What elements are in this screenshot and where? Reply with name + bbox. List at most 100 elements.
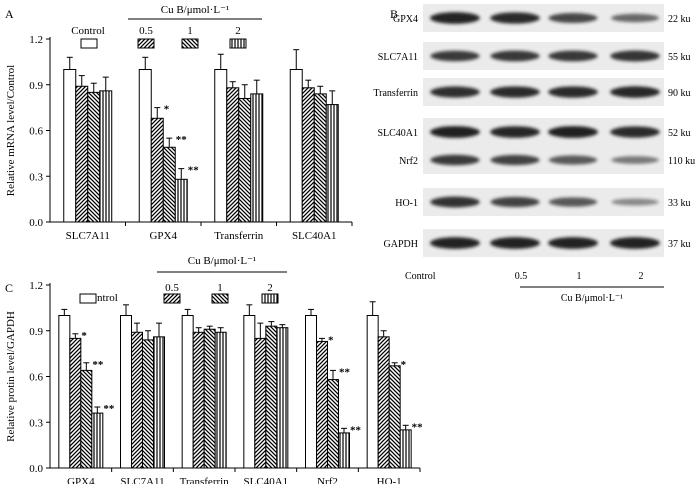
significance-marker: ** <box>339 366 351 378</box>
panel-label-b: B <box>390 7 398 21</box>
bar <box>131 331 143 469</box>
blot-band <box>430 86 480 98</box>
x-tick-label: SLC7A11 <box>120 476 164 484</box>
blot-size-label: 33 ku <box>668 198 691 209</box>
y-tick-label: 0.9 <box>29 80 43 92</box>
bar <box>174 178 188 223</box>
blot-size-label: 52 ku <box>668 128 691 139</box>
y-tick-label: 1.2 <box>29 34 43 46</box>
bar <box>399 429 412 469</box>
x-tick-label: GPX4 <box>149 230 177 242</box>
bar <box>75 85 89 223</box>
blot-band <box>430 196 480 208</box>
blot-band <box>548 197 598 207</box>
legend-group-title: Cu B/μmol·L⁻¹ <box>188 255 256 267</box>
panel-label-c: C <box>5 281 13 295</box>
legend-swatch-dose <box>181 38 199 49</box>
bar <box>181 315 194 469</box>
legend-group-title: Cu B/μmol·L⁻¹ <box>161 4 229 16</box>
x-tick-label: Transferrin <box>180 476 230 484</box>
blot-band <box>611 198 659 206</box>
legend-swatch-control <box>79 293 97 304</box>
x-tick-label: HO-1 <box>377 476 402 484</box>
blot-band <box>548 50 598 62</box>
legend-dose-label: 2 <box>267 282 273 294</box>
blot-size-label: 55 ku <box>668 52 691 63</box>
bar <box>87 91 101 223</box>
bar <box>243 315 256 469</box>
bar <box>388 365 401 469</box>
y-tick-label: 0.6 <box>29 372 43 384</box>
blot-size-label: 37 ku <box>668 239 691 250</box>
blot-size-label: 90 ku <box>668 88 691 99</box>
blot-protein-label: SLC40A1 <box>377 128 418 139</box>
western-blot-panel: GPX4 22 ku SLC7A11 55 ku Transferrin 90 ku SLC… <box>373 4 695 304</box>
bar <box>162 146 176 223</box>
legend-swatch-dose <box>261 293 279 304</box>
significance-marker: ** <box>188 165 200 177</box>
y-tick-label: 0.6 <box>29 126 43 138</box>
blot-protein-label: HO-1 <box>395 198 418 209</box>
y-tick-label: 0.3 <box>29 417 43 429</box>
blot-band <box>490 154 540 166</box>
y-tick-label: 1.2 <box>29 280 43 292</box>
significance-marker: * <box>164 104 170 116</box>
legend-swatch-dose <box>163 293 181 304</box>
significance-marker: ** <box>103 403 115 415</box>
bar <box>289 69 303 223</box>
bar <box>313 93 327 223</box>
bar <box>254 337 267 469</box>
significance-marker: ** <box>350 424 362 436</box>
mrna-bar-chart: 0.0 0.3 0.6 0.9 1.2 Relative mRNA level/Contr… <box>5 4 353 242</box>
bar <box>316 340 328 469</box>
bar <box>91 412 104 469</box>
blot-band <box>548 126 598 138</box>
bar <box>120 315 132 469</box>
legend-dose-label: 1 <box>187 25 193 37</box>
blot-band <box>490 196 540 208</box>
legend-dose-label: 2 <box>235 25 241 37</box>
blot-protein-label: Transferrin <box>373 88 418 99</box>
blot-band <box>430 154 480 166</box>
bar <box>305 315 317 469</box>
bar <box>226 87 240 223</box>
bar <box>153 336 165 469</box>
significance-marker: ** <box>176 134 188 146</box>
bar <box>276 327 289 469</box>
bar <box>238 97 252 223</box>
legend-swatch-dose <box>211 293 229 304</box>
legend-dose-label: 1 <box>217 282 223 294</box>
y-tick-label: 0.0 <box>29 463 43 475</box>
blot-band <box>548 86 598 98</box>
blot-protein-label: GPX4 <box>393 14 418 25</box>
blot-band <box>610 86 660 98</box>
bar <box>69 337 82 469</box>
significance-marker: ** <box>92 359 104 371</box>
x-tick-label: Nrf2 <box>317 476 338 484</box>
bar <box>58 315 71 469</box>
bar <box>366 315 379 469</box>
blot-band <box>548 12 598 24</box>
blot-band <box>611 156 659 164</box>
panel-label-a: A <box>5 7 14 21</box>
blot-protein-label: Nrf2 <box>399 156 418 167</box>
blot-size-label: 110 ku <box>668 156 695 167</box>
blot-band <box>490 50 540 62</box>
bar <box>325 104 339 223</box>
y-axis-label: Relative protin level/GAPDH <box>5 311 17 442</box>
x-tick-label: SLC40A1 <box>244 476 289 484</box>
blot-band <box>490 126 540 138</box>
significance-marker: * <box>401 359 407 371</box>
bar <box>80 369 93 469</box>
blot-band <box>430 12 480 24</box>
blot-band <box>490 237 540 249</box>
x-tick-label: SLC40A1 <box>292 230 337 242</box>
y-axis-label: Relative mRNA level/Control <box>5 65 17 196</box>
protein-bar-chart: 0.0 0.3 0.6 0.9 1.2 Relative protin level/GAP… <box>5 255 423 484</box>
blot-band <box>611 13 659 23</box>
bar <box>327 379 339 469</box>
bar <box>338 432 350 469</box>
legend-swatch-dose <box>229 38 247 49</box>
blot-lane-label: 1 <box>577 271 582 282</box>
